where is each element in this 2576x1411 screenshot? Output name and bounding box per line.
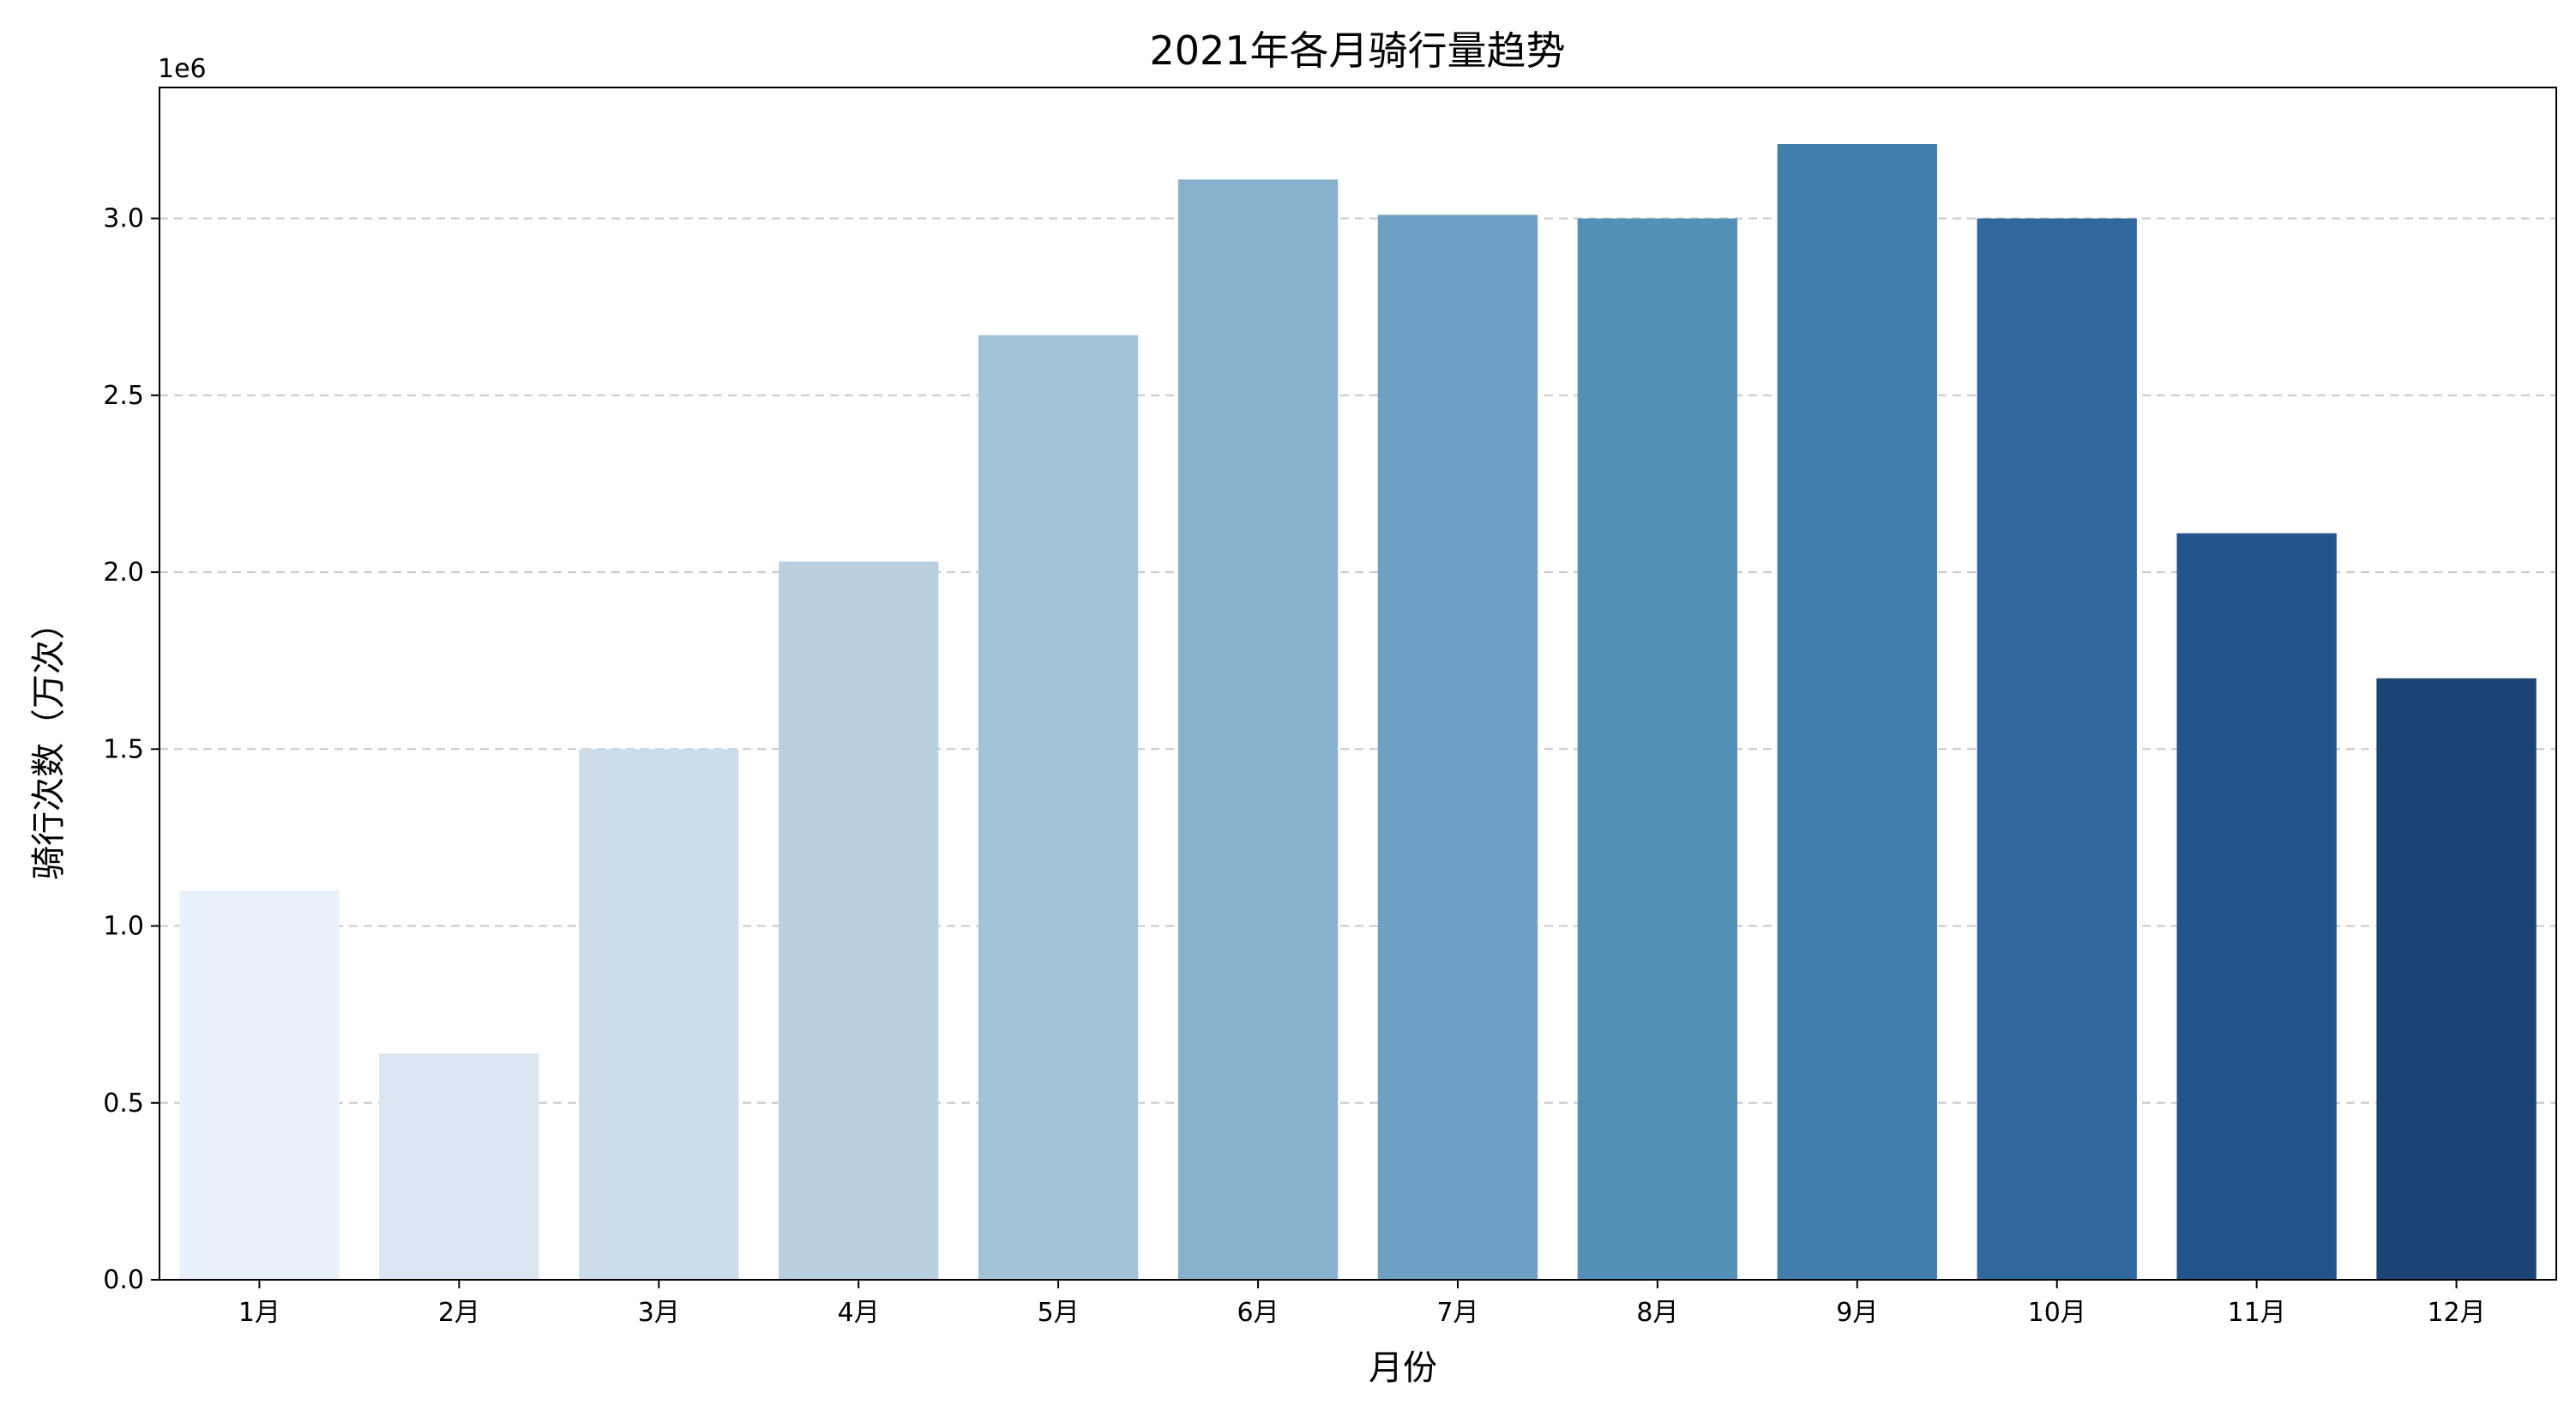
x-axis-ticks: 1月 2月 3月 4月 5月 6月 7月 8月 9月 10月 11月 12月 [238, 1280, 2486, 1328]
bar-9 [1777, 143, 1937, 1281]
x-tick-label: 6月 [1237, 1298, 1279, 1328]
bar-8 [1577, 218, 1738, 1280]
chart-title: 2021年各月骑行量趋势 [1149, 27, 1565, 74]
x-tick-label: 8月 [1636, 1298, 1678, 1328]
y-tick-label: 3.0 [103, 204, 144, 234]
y-axis-title: 骑行次数（万次） [29, 606, 69, 880]
x-tick-label: 2月 [438, 1298, 480, 1328]
y-tick-label: 2.5 [103, 381, 144, 411]
x-tick-label: 12月 [2427, 1298, 2485, 1328]
bar-7 [1377, 214, 1538, 1280]
bar-3 [579, 749, 739, 1280]
bar-2 [379, 1053, 539, 1280]
y-axis-offset-label: 1e6 [158, 54, 207, 84]
y-tick-label: 2.0 [103, 558, 144, 588]
x-tick-label: 3月 [638, 1298, 680, 1328]
y-tick-label: 1.5 [103, 734, 144, 764]
bars-group [179, 143, 2537, 1281]
plot-frame [159, 87, 2557, 1281]
y-tick-label: 0.5 [103, 1088, 144, 1119]
bar-11 [2176, 533, 2337, 1280]
x-tick-label: 1月 [238, 1298, 280, 1328]
x-axis-title: 月份 [1369, 1348, 1437, 1388]
bar-5 [978, 335, 1139, 1281]
x-tick-label: 9月 [1836, 1298, 1878, 1328]
x-tick-label: 4月 [838, 1298, 880, 1328]
y-axis-ticks: 0.0 0.5 1.0 1.5 2.0 2.5 3.0 [103, 204, 159, 1295]
x-tick-label: 10月 [2028, 1298, 2086, 1328]
bar-6 [1177, 179, 1339, 1280]
y-tick-label: 0.0 [103, 1265, 144, 1295]
y-gridlines [159, 217, 2556, 1104]
bar-12 [2376, 678, 2537, 1280]
x-tick-label: 5月 [1038, 1298, 1080, 1328]
x-tick-label: 11月 [2228, 1298, 2286, 1328]
bar-10 [1977, 218, 2137, 1280]
bar-1 [179, 890, 340, 1280]
x-tick-label: 7月 [1436, 1298, 1478, 1328]
bar-4 [779, 561, 939, 1280]
y-tick-label: 1.0 [103, 912, 144, 942]
